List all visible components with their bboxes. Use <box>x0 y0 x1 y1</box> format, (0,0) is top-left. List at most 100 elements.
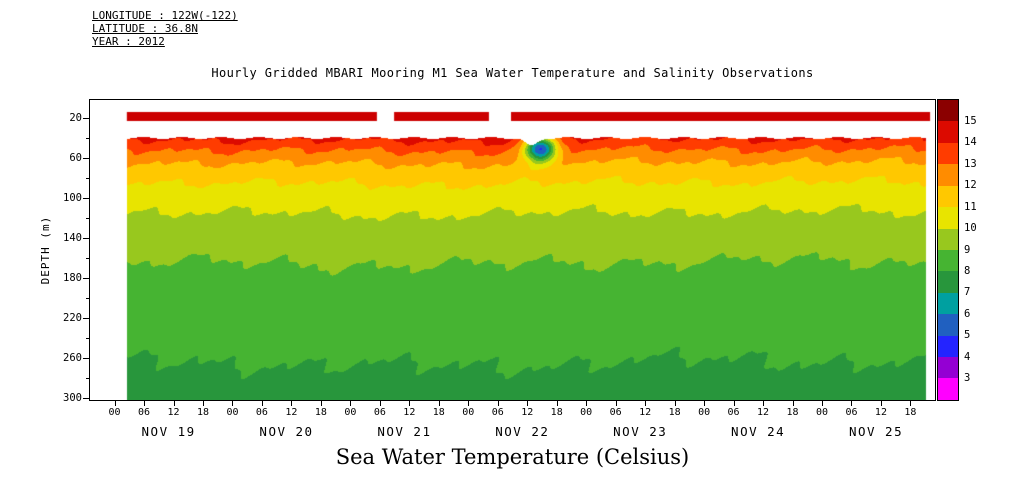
temperature-contour-canvas <box>90 100 935 400</box>
x-day-label: NOV 25 <box>848 424 904 439</box>
colorbar-segment <box>938 335 958 358</box>
colorbar-segment <box>938 249 958 272</box>
x-day-label: NOV 19 <box>141 424 196 439</box>
plot-area <box>89 99 936 401</box>
x-tick-label: 06 <box>255 407 268 418</box>
colorbar-tick-label: 5 <box>964 329 971 342</box>
x-major-tick <box>792 401 794 406</box>
longitude-label: LONGITUDE : 122W(-122) <box>92 9 238 22</box>
x-major-tick <box>497 401 499 406</box>
colorbar <box>937 99 959 401</box>
y-major-tick <box>83 278 89 279</box>
x-tick-label: 18 <box>196 407 209 418</box>
x-tick-label: 00 <box>698 407 711 418</box>
x-major-tick <box>379 401 381 406</box>
x-tick-label: 12 <box>639 407 652 418</box>
colorbar-tick-label: 4 <box>964 350 971 363</box>
y-tick-label: 100 <box>63 192 82 204</box>
x-day-label: NOV 24 <box>731 424 786 439</box>
x-tick-label: 06 <box>491 407 504 418</box>
colorbar-segment <box>938 378 958 400</box>
y-minor-tick <box>86 218 89 219</box>
colorbar-segment <box>938 228 958 250</box>
colorbar-tick-label: 12 <box>964 179 977 192</box>
colorbar-tick-label: 9 <box>964 243 971 256</box>
colorbar-segment <box>938 207 958 229</box>
y-major-tick <box>83 158 89 159</box>
x-tick-label: 18 <box>668 407 681 418</box>
x-major-tick <box>232 401 234 406</box>
bottom-title: Sea Water Temperature (Celsius) <box>335 445 690 469</box>
x-major-tick <box>291 401 293 406</box>
colorbar-tick-label: 6 <box>964 307 971 320</box>
x-major-tick <box>763 401 765 406</box>
colorbar-tick-label: 11 <box>964 200 977 213</box>
y-minor-tick <box>86 378 89 379</box>
metadata-block: LONGITUDE : 122W(-122) LATITUDE : 36.8N … <box>92 9 238 48</box>
plot-title: Hourly Gridded MBARI Mooring M1 Sea Wate… <box>211 66 814 80</box>
x-major-tick <box>144 401 146 406</box>
latitude-label: LATITUDE : 36.8N <box>92 22 198 35</box>
x-tick-label: 00 <box>580 407 593 418</box>
y-tick-label: 260 <box>63 352 82 364</box>
x-major-tick <box>822 401 823 406</box>
y-minor-tick <box>86 298 89 299</box>
colorbar-tick-label: 7 <box>964 286 971 299</box>
y-tick-label: 20 <box>69 112 82 124</box>
x-day-label: NOV 21 <box>377 424 432 439</box>
x-major-tick <box>674 401 676 406</box>
x-major-tick <box>173 401 175 406</box>
y-minor-tick <box>86 338 89 339</box>
x-tick-label: 12 <box>403 407 416 418</box>
colorbar-segment <box>938 100 958 122</box>
y-major-tick <box>83 118 89 119</box>
x-tick-label: 00 <box>462 407 475 418</box>
y-major-tick <box>83 318 89 319</box>
colorbar-tick-label: 15 <box>964 114 977 127</box>
x-tick-label: 06 <box>609 407 622 418</box>
y-tick-label: 140 <box>63 232 82 244</box>
y-tick-label: 300 <box>63 392 82 404</box>
x-major-tick <box>438 401 440 406</box>
x-tick-label: 00 <box>226 407 239 418</box>
x-tick-label: 18 <box>432 407 445 418</box>
y-major-tick <box>83 198 89 199</box>
colorbar-tick-label: 3 <box>964 372 971 385</box>
x-major-tick <box>733 401 735 406</box>
x-major-tick <box>910 401 912 406</box>
x-major-tick <box>202 401 204 406</box>
colorbar-segment <box>938 271 958 293</box>
x-tick-label: 18 <box>314 407 327 418</box>
colorbar-tick-label: 14 <box>964 136 977 149</box>
y-minor-tick <box>86 258 89 259</box>
x-tick-label: 06 <box>138 407 151 418</box>
x-major-tick <box>527 401 529 406</box>
x-day-label: NOV 23 <box>613 424 668 439</box>
x-tick-label: 06 <box>845 407 858 418</box>
x-day-label: NOV 22 <box>495 424 550 439</box>
colorbar-segments <box>938 100 958 400</box>
x-major-tick <box>880 401 882 406</box>
year-label: YEAR : 2012 <box>92 35 165 48</box>
y-minor-tick <box>86 138 89 139</box>
x-tick-label: 18 <box>550 407 563 418</box>
x-tick-label: 12 <box>874 407 887 418</box>
x-major-tick <box>586 401 588 406</box>
y-major-tick <box>83 238 89 239</box>
colorbar-segment <box>938 142 958 165</box>
colorbar-segment <box>938 185 958 208</box>
x-tick-label: 12 <box>757 407 770 418</box>
x-tick-label: 12 <box>285 407 298 418</box>
y-major-tick <box>83 358 89 359</box>
colorbar-tick-label: 8 <box>964 264 971 277</box>
colorbar-segment <box>938 164 958 186</box>
y-minor-tick <box>86 178 89 179</box>
x-day-label: NOV 20 <box>259 424 314 439</box>
x-tick-label: 12 <box>167 407 180 418</box>
x-tick-label: 18 <box>786 407 799 418</box>
x-tick-label: 00 <box>815 407 829 418</box>
x-major-tick <box>645 401 647 406</box>
x-major-tick <box>556 401 558 406</box>
colorbar-segment <box>938 292 958 315</box>
